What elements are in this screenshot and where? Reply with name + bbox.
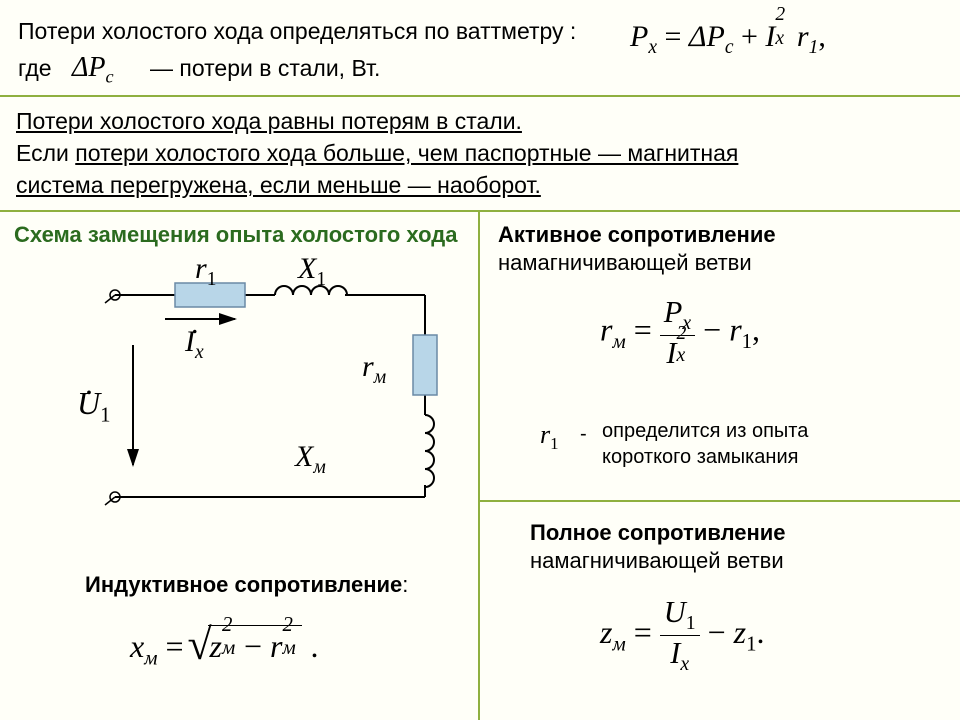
stmt-line3: система перегружена, если меньше — наобо…: [16, 172, 541, 199]
right1-note-text2: короткого замыкания: [602, 446, 798, 469]
right1-note-r1: r1: [540, 420, 559, 454]
right2-formula: zм = U1 Iх − z1.: [600, 595, 765, 676]
divider-h2: [0, 210, 960, 212]
label-xm: Xм: [295, 440, 326, 479]
label-ix: .Iх: [185, 325, 204, 364]
bottomleft-title: Индуктивное сопротивление:: [85, 572, 408, 598]
top-delta-pc: ΔPс: [72, 52, 114, 88]
bottomleft-formula: xм = √ z2м − r2м .: [130, 625, 318, 670]
top-line2-where: где: [18, 55, 52, 82]
right1-title: Активное сопротивление: [498, 222, 776, 248]
label-x1: X1: [298, 252, 326, 291]
label-r1: r1: [195, 252, 216, 291]
top-line2-suffix: — потери в стали, Вт.: [150, 55, 380, 82]
stmt-line2: Если потери холостого хода больше, чем п…: [16, 140, 738, 167]
right1-note-text1: определится из опыта: [602, 420, 808, 443]
schema-title: Схема замещения опыта холостого хода: [14, 222, 457, 248]
right1-formula: rм = Pх I2х − r1,: [600, 295, 760, 371]
label-rm: rм: [362, 350, 386, 389]
top-line1: Потери холостого хода определяться по ва…: [18, 18, 576, 45]
top-formula: Pх = ΔΔPPс + I2х r1,: [630, 20, 826, 59]
right1-title2: намагничивающей ветви: [498, 250, 752, 276]
divider-h3: [478, 500, 960, 502]
right2-title2: намагничивающей ветви: [530, 548, 784, 574]
circuit-diagram: [85, 265, 475, 535]
right2-title: Полное сопротивление: [530, 520, 786, 546]
divider-v1: [478, 210, 480, 720]
stmt-line1: Потери холостого хода равны потерям в ст…: [16, 108, 522, 135]
divider-h1: [0, 95, 960, 97]
label-u1: .U1: [77, 385, 111, 427]
right1-note-dash: -: [580, 423, 587, 446]
